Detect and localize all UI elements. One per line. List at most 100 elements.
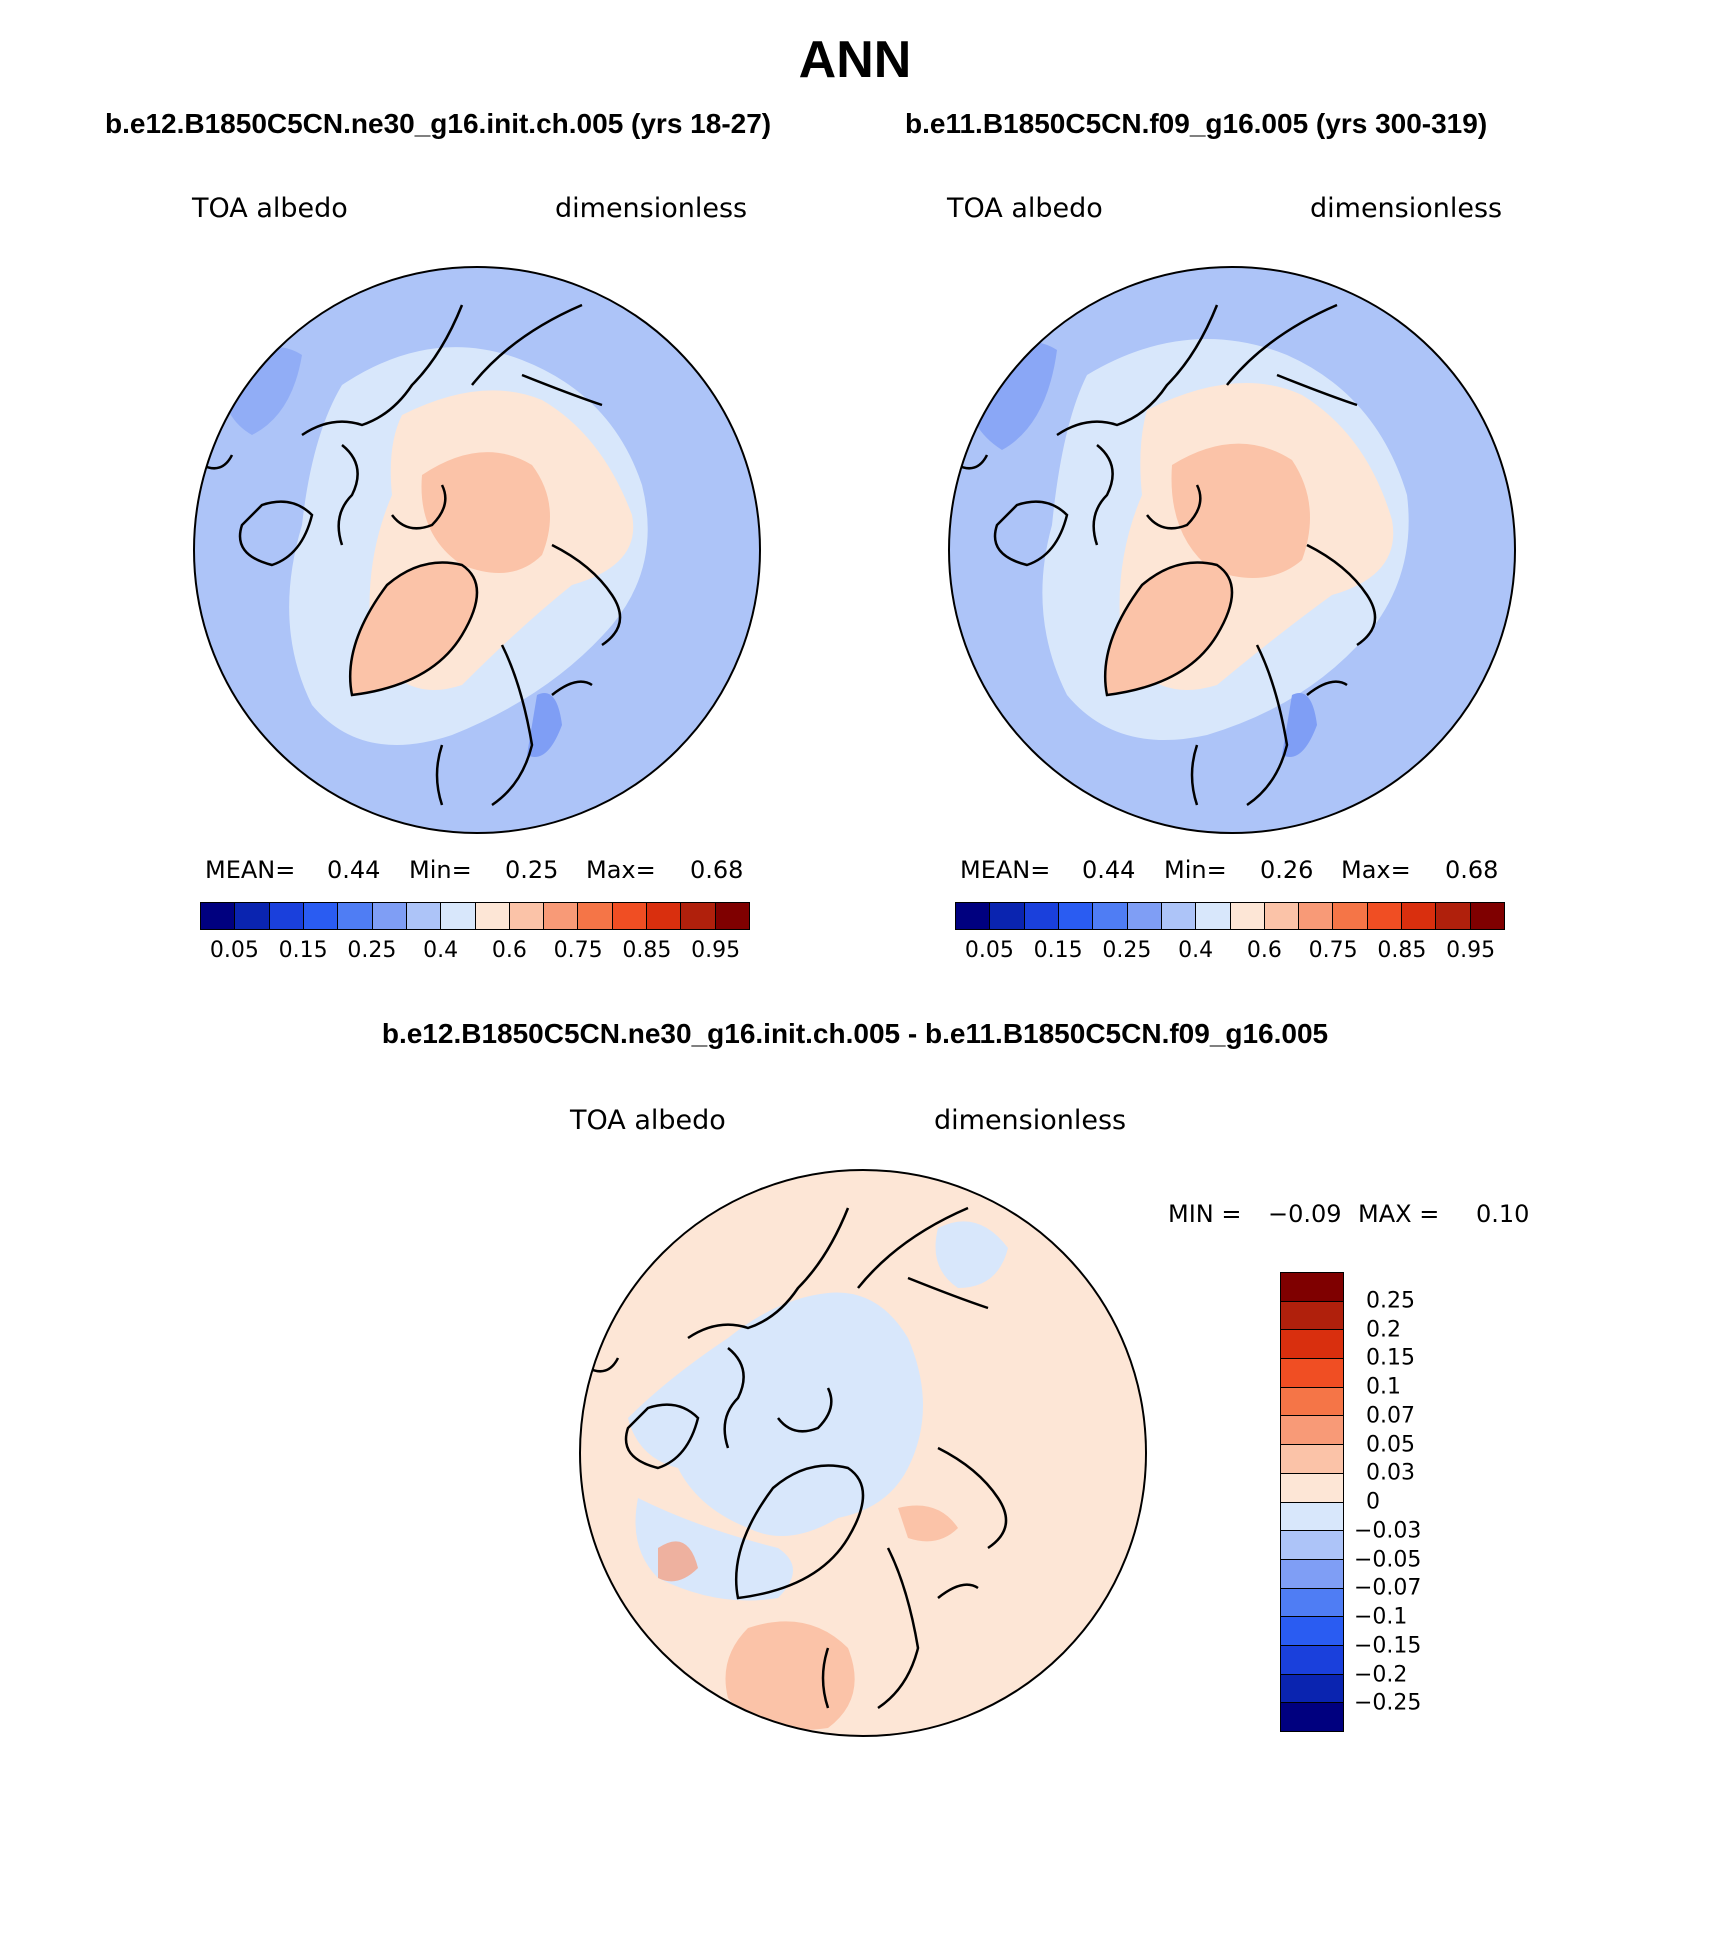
diff-colorbar-tick-label: −0.03: [1354, 1518, 1422, 1544]
diff-polar-map: [579, 1169, 1147, 1737]
diff-min-value: −0.09: [1268, 1200, 1342, 1228]
panel1-colorbar-cell: [269, 903, 304, 929]
panel1-colorbar-tick-label: 0.95: [691, 938, 741, 963]
panel2-colorbar-cell: [1264, 903, 1300, 929]
panel1-case-title: b.e12.B1850C5CN.ne30_g16.init.ch.005 (yr…: [105, 108, 772, 139]
diff-colorbar-tick-label: −0.07: [1354, 1575, 1422, 1601]
panel2-colorbar-cell: [1127, 903, 1162, 929]
diff-max-value: 0.10: [1476, 1200, 1530, 1228]
panel2-colorbar-tick-label: 0.6: [1246, 938, 1282, 963]
panel2-min-label: Min=: [1164, 856, 1227, 884]
diff-colorbar-cell: [1281, 1473, 1343, 1503]
diff-units-label: dimensionless: [934, 1105, 1127, 1136]
panel2-variable-label: TOA albedo: [947, 193, 1103, 224]
panel2-colorbar-tick-label: 0.85: [1377, 938, 1427, 963]
panel1-colorbar-cell: [235, 903, 270, 929]
panel2-mean-value: 0.44: [1082, 856, 1136, 884]
diff-colorbar-tick-label: 0.2: [1366, 1317, 1401, 1342]
diff-colorbar-cell: [1281, 1703, 1343, 1731]
panel1-field-baltic: [527, 693, 562, 757]
panel2-colorbar-tick-label: 0.05: [964, 938, 1014, 963]
diff-colorbar: [1280, 1272, 1344, 1732]
diff-colorbar-tick-label: 0.03: [1366, 1460, 1415, 1486]
panel1-colorbar-tick-label: 0.4: [423, 938, 459, 963]
panel1-field-greenland: [350, 562, 477, 695]
panel2-max-label: Max=: [1341, 856, 1411, 884]
diff-field-positive-strong-3: [658, 1541, 698, 1582]
panel2-colorbar-cell: [990, 903, 1025, 929]
panel2-colorbar: [955, 902, 1505, 930]
panel2-field-pole: [1171, 443, 1310, 578]
diff-colorbar-ticks: 0.25 0.2 0.15 0.1 0.07 0.05 0.03 0 −0.03 −0.05 −0.…: [1354, 1272, 1482, 1732]
panel1-colorbar-cell: [544, 903, 579, 929]
diff-colorbar-cell: [1281, 1674, 1343, 1704]
panel2-mean-label: MEAN=: [960, 856, 1051, 884]
diff-colorbar-tick-label: 0.15: [1366, 1345, 1415, 1371]
panel1-colorbar-cell: [441, 903, 476, 929]
diff-colorbar-tick-label: 0.25: [1366, 1288, 1415, 1314]
panel1-min-value: 0.25: [505, 856, 559, 884]
panel1-colorbar: [200, 902, 750, 930]
diff-colorbar-tick-label: −0.05: [1354, 1547, 1422, 1572]
diff-colorbar-tick-label: −0.1: [1354, 1604, 1408, 1630]
panel1-colorbar-tick-label: 0.05: [209, 938, 259, 963]
panel1-colorbar-tick-label: 0.75: [553, 938, 603, 963]
panel1-colorbar-cell: [715, 903, 749, 929]
diff-colorbar-cell: [1281, 1502, 1343, 1532]
panel2-field-greenland: [1105, 562, 1232, 695]
diff-max-label: MAX =: [1358, 1200, 1440, 1228]
panel1-colorbar-cell: [578, 903, 613, 929]
panel1-mean-label: MEAN=: [205, 856, 296, 884]
diff-colorbar-tick-label: −0.15: [1354, 1633, 1422, 1659]
panel2-colorbar-cell: [1230, 903, 1265, 929]
panel2-coastline: [956, 303, 1377, 807]
panel2-colorbar-tick-label: 0.95: [1446, 938, 1496, 963]
panel2-colorbar-cell: [1058, 903, 1094, 929]
diff-field-negative-3: [935, 1221, 1008, 1288]
panel2-colorbar-cell: [1367, 903, 1403, 929]
panel2-colorbar-cell: [1196, 903, 1231, 929]
panel2-max-value: 0.68: [1445, 856, 1499, 884]
diff-field-positive-strong-2: [898, 1505, 958, 1542]
panel1-colorbar-cell: [372, 903, 407, 929]
diff-field-negative: [628, 1292, 923, 1536]
panel1-colorbar-cell: [338, 903, 373, 929]
panel2-colorbar-cell: [1299, 903, 1334, 929]
panel1-colorbar-tick-label: 0.15: [278, 938, 328, 963]
diff-case-title: b.e12.B1850C5CN.ne30_g16.init.ch.005 - b…: [381, 1018, 1329, 1049]
diff-colorbar-tick-label: 0.07: [1366, 1403, 1415, 1429]
panel2-units-label: dimensionless: [1310, 193, 1503, 224]
diff-colorbar-tick-label: 0.1: [1366, 1374, 1401, 1400]
diff-colorbar-cell: [1281, 1445, 1343, 1474]
diff-colorbar-cell: [1281, 1301, 1343, 1331]
panel1-colorbar-tick-label: 0.25: [347, 938, 397, 963]
panel1-max-label: Max=: [586, 856, 656, 884]
panel2-colorbar-cell: [1333, 903, 1368, 929]
panel2-colorbar-tick-label: 0.25: [1102, 938, 1152, 963]
panel2-field-baltic: [1282, 693, 1317, 757]
diff-colorbar-cell: [1281, 1273, 1343, 1302]
panel1-colorbar-tick-label: 0.85: [622, 938, 672, 963]
panel1-variable-label: TOA albedo: [192, 193, 348, 224]
panel1-units-label: dimensionless: [555, 193, 748, 224]
panel2-polar-map: [948, 266, 1516, 834]
diff-coastline: [587, 1206, 1008, 1710]
panel2-colorbar-cell: [1024, 903, 1059, 929]
panel2-colorbar-cell: [1470, 903, 1504, 929]
figure-title: ANN: [798, 31, 912, 89]
diff-colorbar-cell: [1281, 1359, 1343, 1388]
panel2-colorbar-cell: [1161, 903, 1197, 929]
panel1-colorbar-cell: [406, 903, 442, 929]
diff-colorbar-cell: [1281, 1531, 1343, 1560]
panel2-colorbar-tick-label: 0.15: [1033, 938, 1083, 963]
diff-colorbar-cell: [1281, 1645, 1343, 1675]
panel2-colorbar-cell: [1093, 903, 1128, 929]
panel1-field-pole: [421, 452, 550, 573]
panel1-colorbar-cell: [303, 903, 339, 929]
panel1-colorbar-cell: [681, 903, 716, 929]
diff-colorbar-tick-label: −0.2: [1354, 1662, 1408, 1687]
diff-min-label: MIN =: [1168, 1200, 1242, 1228]
diff-colorbar-cell: [1281, 1559, 1343, 1589]
panel1-min-label: Min=: [409, 856, 472, 884]
panel1-colorbar-cell: [612, 903, 648, 929]
